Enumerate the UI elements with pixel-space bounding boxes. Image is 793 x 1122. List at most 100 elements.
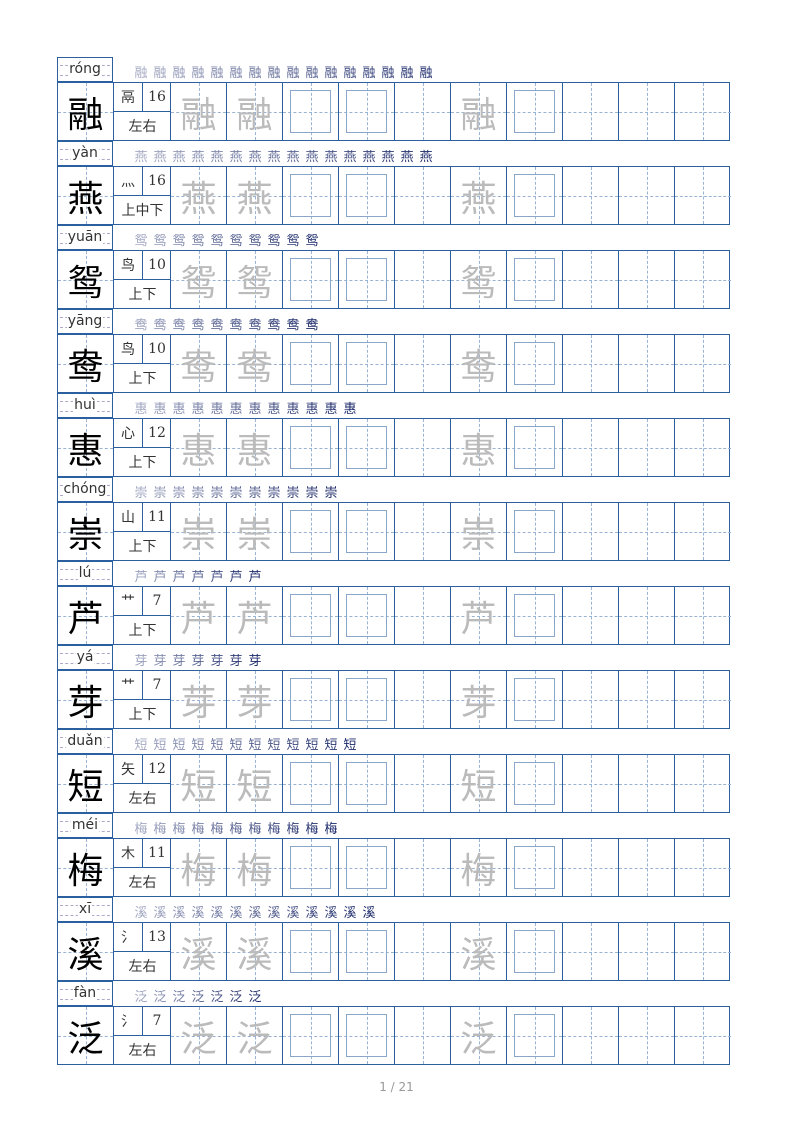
write-cell-boxed[interactable] — [507, 587, 563, 644]
trace-cell[interactable]: 芦 — [171, 587, 227, 644]
write-cell-boxed[interactable] — [507, 923, 563, 980]
write-cell-boxed[interactable] — [283, 83, 339, 140]
write-cell[interactable] — [675, 167, 731, 224]
write-cell[interactable] — [619, 167, 675, 224]
write-cell[interactable] — [563, 923, 619, 980]
write-cell[interactable] — [395, 503, 451, 560]
write-cell-boxed[interactable] — [283, 503, 339, 560]
write-cell-boxed[interactable] — [283, 839, 339, 896]
trace-cell[interactable]: 短 — [451, 755, 507, 812]
write-cell[interactable] — [619, 755, 675, 812]
write-cell-boxed[interactable] — [283, 167, 339, 224]
write-cell[interactable] — [675, 335, 731, 392]
write-cell[interactable] — [675, 755, 731, 812]
write-cell-boxed[interactable] — [507, 251, 563, 308]
write-cell[interactable] — [563, 671, 619, 728]
trace-cell[interactable]: 崇 — [171, 503, 227, 560]
write-cell[interactable] — [563, 587, 619, 644]
trace-cell[interactable]: 融 — [227, 83, 283, 140]
trace-cell[interactable]: 惠 — [227, 419, 283, 476]
write-cell[interactable] — [395, 167, 451, 224]
trace-cell[interactable]: 融 — [171, 83, 227, 140]
write-cell[interactable] — [675, 419, 731, 476]
write-cell-boxed[interactable] — [283, 755, 339, 812]
trace-cell[interactable]: 燕 — [451, 167, 507, 224]
write-cell-boxed[interactable] — [339, 503, 395, 560]
write-cell[interactable] — [619, 335, 675, 392]
write-cell-boxed[interactable] — [339, 755, 395, 812]
write-cell-boxed[interactable] — [507, 839, 563, 896]
trace-cell[interactable]: 梅 — [227, 839, 283, 896]
write-cell[interactable] — [619, 671, 675, 728]
write-cell[interactable] — [395, 671, 451, 728]
write-cell[interactable] — [395, 251, 451, 308]
trace-cell[interactable]: 芦 — [451, 587, 507, 644]
write-cell[interactable] — [395, 587, 451, 644]
write-cell[interactable] — [563, 839, 619, 896]
write-cell[interactable] — [619, 419, 675, 476]
write-cell-boxed[interactable] — [507, 671, 563, 728]
write-cell-boxed[interactable] — [507, 167, 563, 224]
write-cell[interactable] — [675, 923, 731, 980]
write-cell[interactable] — [563, 167, 619, 224]
write-cell-boxed[interactable] — [339, 923, 395, 980]
write-cell[interactable] — [563, 83, 619, 140]
write-cell-boxed[interactable] — [339, 839, 395, 896]
write-cell-boxed[interactable] — [507, 83, 563, 140]
write-cell[interactable] — [395, 419, 451, 476]
write-cell[interactable] — [675, 1007, 731, 1064]
trace-cell[interactable]: 芽 — [171, 671, 227, 728]
write-cell[interactable] — [675, 251, 731, 308]
trace-cell[interactable]: 溪 — [451, 923, 507, 980]
write-cell[interactable] — [619, 1007, 675, 1064]
write-cell[interactable] — [395, 923, 451, 980]
write-cell-boxed[interactable] — [507, 755, 563, 812]
trace-cell[interactable]: 鸯 — [227, 335, 283, 392]
trace-cell[interactable]: 鸯 — [451, 335, 507, 392]
trace-cell[interactable]: 鸯 — [171, 335, 227, 392]
write-cell-boxed[interactable] — [339, 587, 395, 644]
write-cell[interactable] — [563, 1007, 619, 1064]
write-cell[interactable] — [395, 335, 451, 392]
write-cell-boxed[interactable] — [339, 167, 395, 224]
write-cell[interactable] — [619, 923, 675, 980]
write-cell-boxed[interactable] — [283, 587, 339, 644]
write-cell[interactable] — [619, 839, 675, 896]
write-cell[interactable] — [563, 755, 619, 812]
write-cell-boxed[interactable] — [507, 335, 563, 392]
write-cell[interactable] — [675, 839, 731, 896]
write-cell-boxed[interactable] — [283, 419, 339, 476]
trace-cell[interactable]: 泛 — [451, 1007, 507, 1064]
write-cell-boxed[interactable] — [339, 419, 395, 476]
write-cell[interactable] — [563, 503, 619, 560]
trace-cell[interactable]: 短 — [171, 755, 227, 812]
write-cell-boxed[interactable] — [507, 419, 563, 476]
trace-cell[interactable]: 溪 — [171, 923, 227, 980]
write-cell[interactable] — [675, 83, 731, 140]
trace-cell[interactable]: 芦 — [227, 587, 283, 644]
trace-cell[interactable]: 融 — [451, 83, 507, 140]
write-cell[interactable] — [563, 251, 619, 308]
trace-cell[interactable]: 鸳 — [171, 251, 227, 308]
write-cell-boxed[interactable] — [283, 1007, 339, 1064]
write-cell-boxed[interactable] — [507, 1007, 563, 1064]
trace-cell[interactable]: 崇 — [451, 503, 507, 560]
trace-cell[interactable]: 鸳 — [451, 251, 507, 308]
trace-cell[interactable]: 芽 — [227, 671, 283, 728]
trace-cell[interactable]: 芽 — [451, 671, 507, 728]
write-cell-boxed[interactable] — [507, 503, 563, 560]
write-cell[interactable] — [395, 839, 451, 896]
trace-cell[interactable]: 燕 — [227, 167, 283, 224]
write-cell[interactable] — [395, 755, 451, 812]
trace-cell[interactable]: 崇 — [227, 503, 283, 560]
write-cell-boxed[interactable] — [283, 671, 339, 728]
write-cell[interactable] — [395, 83, 451, 140]
trace-cell[interactable]: 惠 — [171, 419, 227, 476]
write-cell[interactable] — [675, 503, 731, 560]
write-cell[interactable] — [563, 335, 619, 392]
trace-cell[interactable]: 短 — [227, 755, 283, 812]
write-cell-boxed[interactable] — [283, 923, 339, 980]
write-cell-boxed[interactable] — [339, 335, 395, 392]
write-cell-boxed[interactable] — [339, 671, 395, 728]
write-cell-boxed[interactable] — [339, 83, 395, 140]
